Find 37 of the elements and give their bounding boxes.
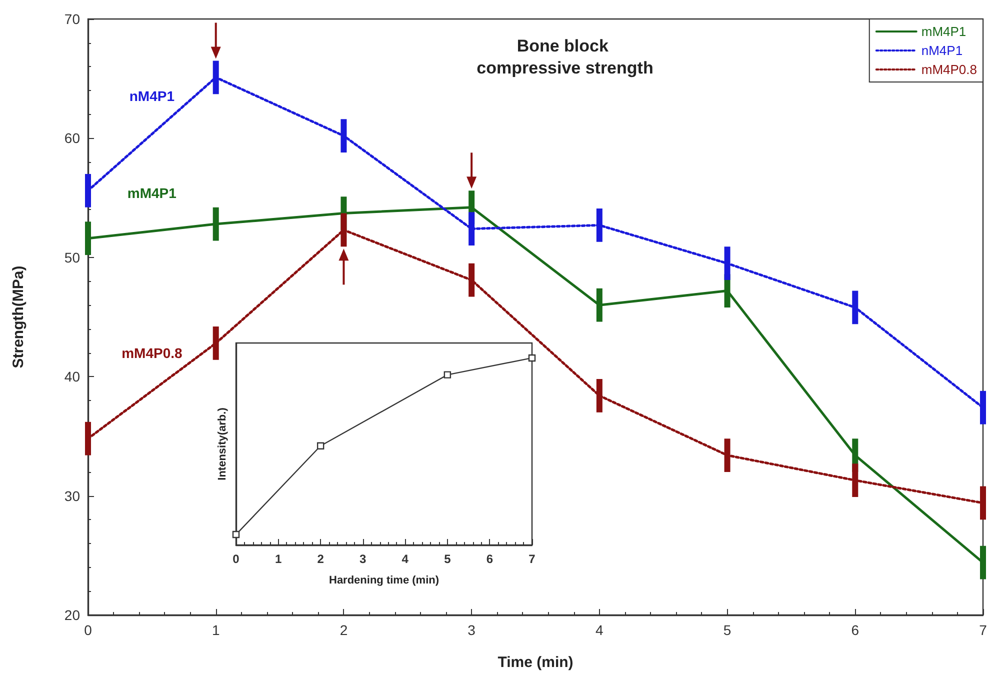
- legend-label: nM4P1: [921, 43, 963, 58]
- y-tick-label: 30: [64, 488, 80, 504]
- x-tick-label: 3: [360, 552, 367, 566]
- x-axis-title: Hardening time (min): [328, 574, 440, 586]
- x-axis-title: Time (min): [498, 654, 574, 671]
- x-tick-label: 7: [528, 552, 536, 566]
- y-axis-title: Intensity(arb.): [216, 407, 228, 480]
- point: [444, 371, 452, 378]
- x-tick-label: 1: [212, 622, 220, 638]
- point: [316, 442, 324, 450]
- annotation: mM4P0.8: [122, 344, 182, 361]
- y-tick-label: 70: [64, 11, 80, 27]
- y-tick-label: 40: [64, 368, 80, 385]
- legend-label: mM4P1: [921, 24, 966, 39]
- x-tick-label: 3: [468, 622, 476, 638]
- x-tick-label: 6: [851, 622, 860, 638]
- annotation: mM4P1: [127, 185, 177, 202]
- x-tick-label: 2: [317, 552, 324, 566]
- y-axis-title: Strength(MPa): [10, 266, 27, 368]
- x-tick-label: 4: [402, 552, 409, 566]
- annotation: nM4P1: [129, 88, 175, 104]
- point: [528, 354, 536, 362]
- x-tick-label: 7: [979, 622, 988, 638]
- x-tick-label: 1: [274, 552, 282, 566]
- y-tick-label: 20: [64, 607, 80, 623]
- y-tick-label: 50: [64, 249, 80, 266]
- x-tick-label: 0: [84, 622, 92, 638]
- legend-label: mM4P0.8: [921, 62, 978, 77]
- x-tick-label: 5: [723, 622, 732, 638]
- text: Bone block compressive strength: [476, 36, 654, 78]
- point: [232, 530, 240, 538]
- x-tick-label: 5: [444, 552, 452, 566]
- x-tick-label: 0: [232, 552, 240, 566]
- x-tick-label: 6: [486, 552, 494, 566]
- x-tick-label: 4: [596, 622, 604, 638]
- x-tick-label: 2: [340, 622, 348, 638]
- y-tick-label: 60: [64, 130, 80, 146]
